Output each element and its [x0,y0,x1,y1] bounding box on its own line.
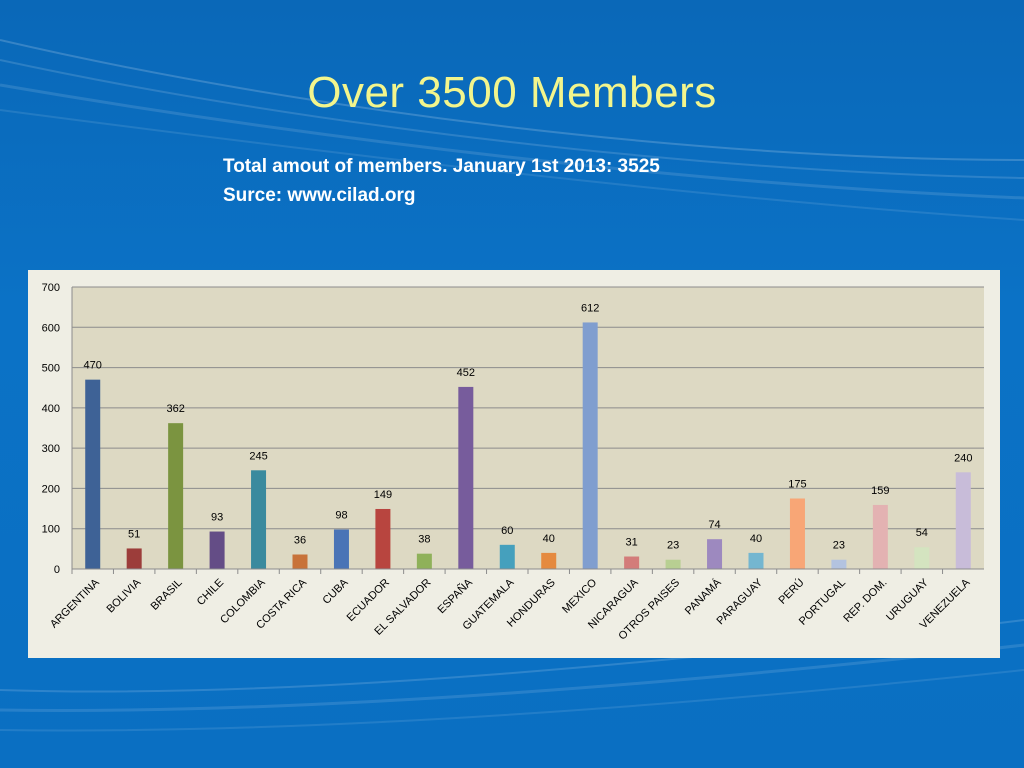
slide-title: Over 3500 Members [307,68,717,117]
data-label: 51 [128,528,140,540]
data-label: 40 [750,533,762,545]
slide-subtitle: Total amout of members. January 1st 2013… [223,152,660,210]
bar [168,423,184,569]
data-label: 38 [418,534,430,546]
bar [914,547,930,569]
x-tick-label: CUBA [320,576,351,607]
bar [209,531,225,569]
y-tick-label: 200 [42,483,60,495]
x-tick-label: PERÚ [776,576,807,607]
y-tick-label: 700 [42,282,60,294]
bar [458,386,474,569]
subtitle-source-line: Surce: www.cilad.org [223,185,416,206]
data-label: 245 [249,450,267,462]
y-tick-label: 500 [42,363,60,375]
x-tick-label: MEXICO [560,576,599,615]
x-tick-label: ESPAÑA [435,575,476,616]
data-label: 60 [501,525,513,537]
plot-area [72,287,984,569]
bar [748,552,764,569]
chart-panel: 0 100 200 300 400 500 600 700 470 ARGENTINA 51 BOLI… [28,270,1000,658]
data-label: 452 [457,367,475,379]
bar [85,379,101,569]
bar [707,539,723,569]
bar [789,498,805,569]
data-label: 240 [954,452,972,464]
bar [499,544,515,569]
data-label: 23 [667,540,679,552]
data-label: 470 [84,360,102,372]
bar [251,470,267,569]
data-label: 54 [916,527,928,539]
y-tick-label: 400 [42,403,60,415]
data-label: 612 [581,302,599,314]
x-tick-label: BRASIL [149,577,185,613]
data-label: 98 [335,510,347,522]
x-tick-label: PANAMÁ [682,575,724,617]
data-label: 31 [626,537,638,549]
data-label: 40 [543,533,555,545]
bar [292,554,308,569]
bar [333,529,349,569]
bar [831,559,847,569]
data-label: 74 [708,519,720,531]
bar [582,322,598,569]
data-label: 93 [211,512,223,524]
x-tick-label: CHILE [195,577,226,608]
bar [126,548,142,569]
x-tick-label: REP. DOM. [841,577,889,625]
bar [665,559,681,569]
bar [375,508,391,569]
y-tick-label: 0 [54,564,60,576]
bar [624,556,640,569]
data-label: 175 [788,479,806,491]
x-tick-label: BOLIVIA [105,576,144,615]
x-tick-label: ARGENTINA [48,576,102,630]
bar [541,552,557,569]
y-tick-label: 100 [42,524,60,536]
members-bar-chart: 0 100 200 300 400 500 600 700 470 ARGENTINA 51 BOLI… [42,282,984,642]
subtitle-total-line: Total amout of members. January 1st 2013… [223,156,660,177]
data-label: 159 [871,485,889,497]
data-label: 362 [166,403,184,415]
bar [416,553,432,569]
data-label: 149 [374,489,392,501]
bar [872,504,888,569]
bar [955,472,971,569]
y-tick-label: 600 [42,322,60,334]
data-label: 23 [833,540,845,552]
y-tick-label: 300 [42,443,60,455]
data-label: 36 [294,534,306,546]
